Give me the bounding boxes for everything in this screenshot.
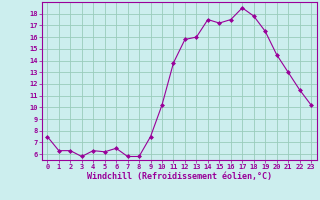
- X-axis label: Windchill (Refroidissement éolien,°C): Windchill (Refroidissement éolien,°C): [87, 172, 272, 181]
